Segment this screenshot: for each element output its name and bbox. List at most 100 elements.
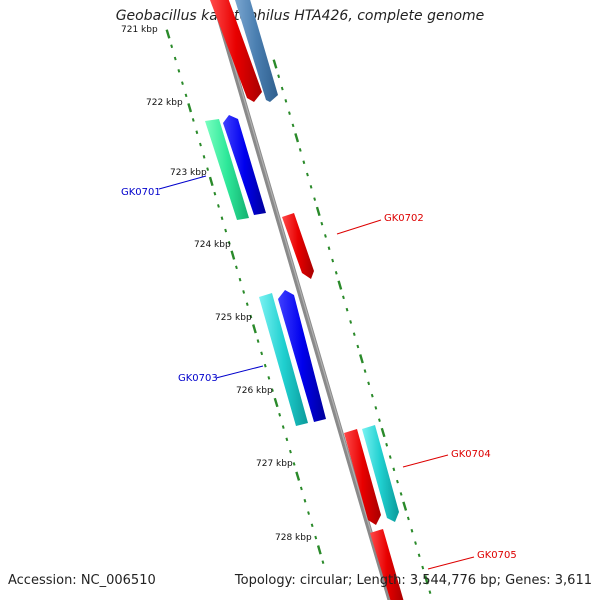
gene-feature-gk0704-cyan[interactable] bbox=[362, 425, 399, 522]
tick-mark-minor bbox=[306, 172, 309, 177]
tick-mark-minor bbox=[352, 332, 356, 336]
tick-mark-minor bbox=[220, 216, 224, 221]
tick-mark-major bbox=[402, 501, 408, 511]
gene-feature-top-red[interactable] bbox=[210, 0, 262, 102]
tick-mark-minor bbox=[278, 412, 282, 417]
tick-mark-minor bbox=[277, 74, 281, 79]
tick-mark-minor bbox=[281, 425, 285, 429]
callout-gk0702 bbox=[336, 219, 382, 235]
tick-mark-minor bbox=[184, 93, 188, 98]
tick-mark-minor bbox=[263, 363, 267, 368]
tick-mark-minor bbox=[421, 565, 425, 570]
tick-mark-minor bbox=[310, 523, 314, 528]
tick-mark-minor bbox=[349, 320, 353, 324]
tick-mark-major bbox=[315, 206, 321, 217]
tick-mark-minor bbox=[309, 185, 313, 189]
callout-gk0704 bbox=[402, 454, 449, 468]
tick-mark-minor bbox=[307, 511, 310, 515]
gene-feature-gk0701-green[interactable] bbox=[205, 119, 249, 220]
tick-mark-minor bbox=[280, 86, 284, 91]
tick-mark-minor bbox=[331, 258, 335, 263]
tick-mark-major bbox=[252, 324, 257, 334]
accession-text: Accession: NC_006510 bbox=[8, 573, 156, 588]
kbp-label-725: 725 kbp bbox=[215, 313, 252, 323]
gene-feature-gk0703-blue[interactable] bbox=[278, 290, 326, 422]
gene-label-gk0704[interactable]: GK0704 bbox=[451, 449, 491, 460]
tick-mark-minor bbox=[245, 302, 249, 306]
tick-mark-minor bbox=[299, 486, 303, 491]
kbp-label-722: 722 kbp bbox=[146, 98, 183, 108]
map-title: Geobacillus kaustophilus HTA426, complet… bbox=[115, 8, 485, 24]
tick-mark-minor bbox=[217, 204, 220, 208]
gene-feature-gk0704-red[interactable] bbox=[344, 429, 381, 525]
tick-mark-minor bbox=[414, 541, 417, 545]
tick-mark-minor bbox=[284, 99, 288, 103]
gene-feature-gk0702[interactable] bbox=[282, 213, 314, 279]
tick-mark-minor bbox=[170, 44, 174, 49]
kbp-label-724: 724 kbp bbox=[194, 240, 231, 250]
gene-label-gk0701[interactable]: GK0701 bbox=[121, 187, 161, 198]
tick-mark-minor bbox=[392, 467, 396, 472]
tick-mark-minor bbox=[370, 393, 374, 398]
tick-mark-minor bbox=[298, 148, 302, 152]
tick-mark-major bbox=[295, 471, 301, 481]
tick-mark-minor bbox=[313, 197, 317, 201]
callout-gk0703 bbox=[215, 365, 264, 379]
gene-feature-gk0705[interactable] bbox=[370, 529, 404, 600]
tick-mark-major bbox=[230, 250, 236, 260]
tick-mark-minor bbox=[285, 437, 289, 442]
tick-mark-minor bbox=[260, 351, 264, 356]
tick-mark-minor bbox=[302, 160, 306, 165]
tick-mark-minor bbox=[199, 142, 202, 147]
tick-mark-minor bbox=[374, 406, 378, 410]
tick-mark-minor bbox=[271, 388, 274, 392]
tick-mark-major bbox=[294, 133, 300, 143]
callout-gk0701 bbox=[158, 175, 207, 190]
kbp-label-728: 728 kbp bbox=[275, 533, 312, 543]
kbp-label-721: 721 kbp bbox=[121, 25, 158, 35]
tick-mark-major bbox=[423, 575, 429, 585]
gene-feature-gk0703-cyan[interactable] bbox=[259, 293, 308, 426]
tick-mark-minor bbox=[399, 492, 403, 496]
tick-track-outer bbox=[272, 59, 432, 594]
tick-mark-minor bbox=[363, 369, 367, 373]
tick-mark-minor bbox=[267, 376, 271, 380]
tick-mark-major bbox=[208, 176, 214, 187]
tick-mark-minor bbox=[417, 553, 421, 558]
tick-mark-minor bbox=[324, 234, 327, 238]
gene-feature-top-steel[interactable] bbox=[235, 0, 278, 102]
tick-mark-minor bbox=[173, 56, 177, 61]
tick-mark-minor bbox=[378, 418, 381, 422]
tick-mark-minor bbox=[256, 339, 260, 343]
kbp-label-726: 726 kbp bbox=[236, 386, 273, 396]
tick-mark-major bbox=[272, 59, 278, 69]
gene-feature-gk0701-blue[interactable] bbox=[223, 115, 266, 215]
tick-mark-minor bbox=[292, 462, 296, 466]
tick-mark-minor bbox=[191, 118, 195, 122]
tick-mark-minor bbox=[303, 498, 307, 503]
tick-mark-minor bbox=[410, 528, 414, 533]
tick-mark-minor bbox=[249, 314, 253, 319]
tick-mark-minor bbox=[238, 277, 242, 282]
tick-mark-minor bbox=[327, 246, 331, 251]
tick-mark-minor bbox=[213, 191, 217, 196]
tick-mark-minor bbox=[177, 69, 181, 73]
tick-mark-minor bbox=[288, 111, 291, 115]
tick-track-inner bbox=[165, 29, 325, 564]
tick-mark-minor bbox=[321, 560, 325, 564]
tick-mark-major bbox=[273, 397, 279, 408]
gene-label-gk0703[interactable]: GK0703 bbox=[178, 373, 218, 384]
tick-mark-major bbox=[165, 29, 171, 39]
tick-mark-major bbox=[316, 545, 322, 555]
tick-mark-minor bbox=[202, 155, 206, 159]
tick-mark-minor bbox=[291, 123, 295, 128]
tick-mark-minor bbox=[356, 344, 360, 349]
gene-label-gk0705[interactable]: GK0705 bbox=[477, 550, 517, 561]
tick-mark-minor bbox=[334, 271, 338, 275]
tick-mark-minor bbox=[235, 265, 238, 270]
tick-mark-minor bbox=[181, 81, 184, 85]
tick-mark-major bbox=[359, 354, 364, 364]
gene-label-gk0702[interactable]: GK0702 bbox=[384, 213, 424, 224]
kbp-label-727: 727 kbp bbox=[256, 459, 293, 469]
